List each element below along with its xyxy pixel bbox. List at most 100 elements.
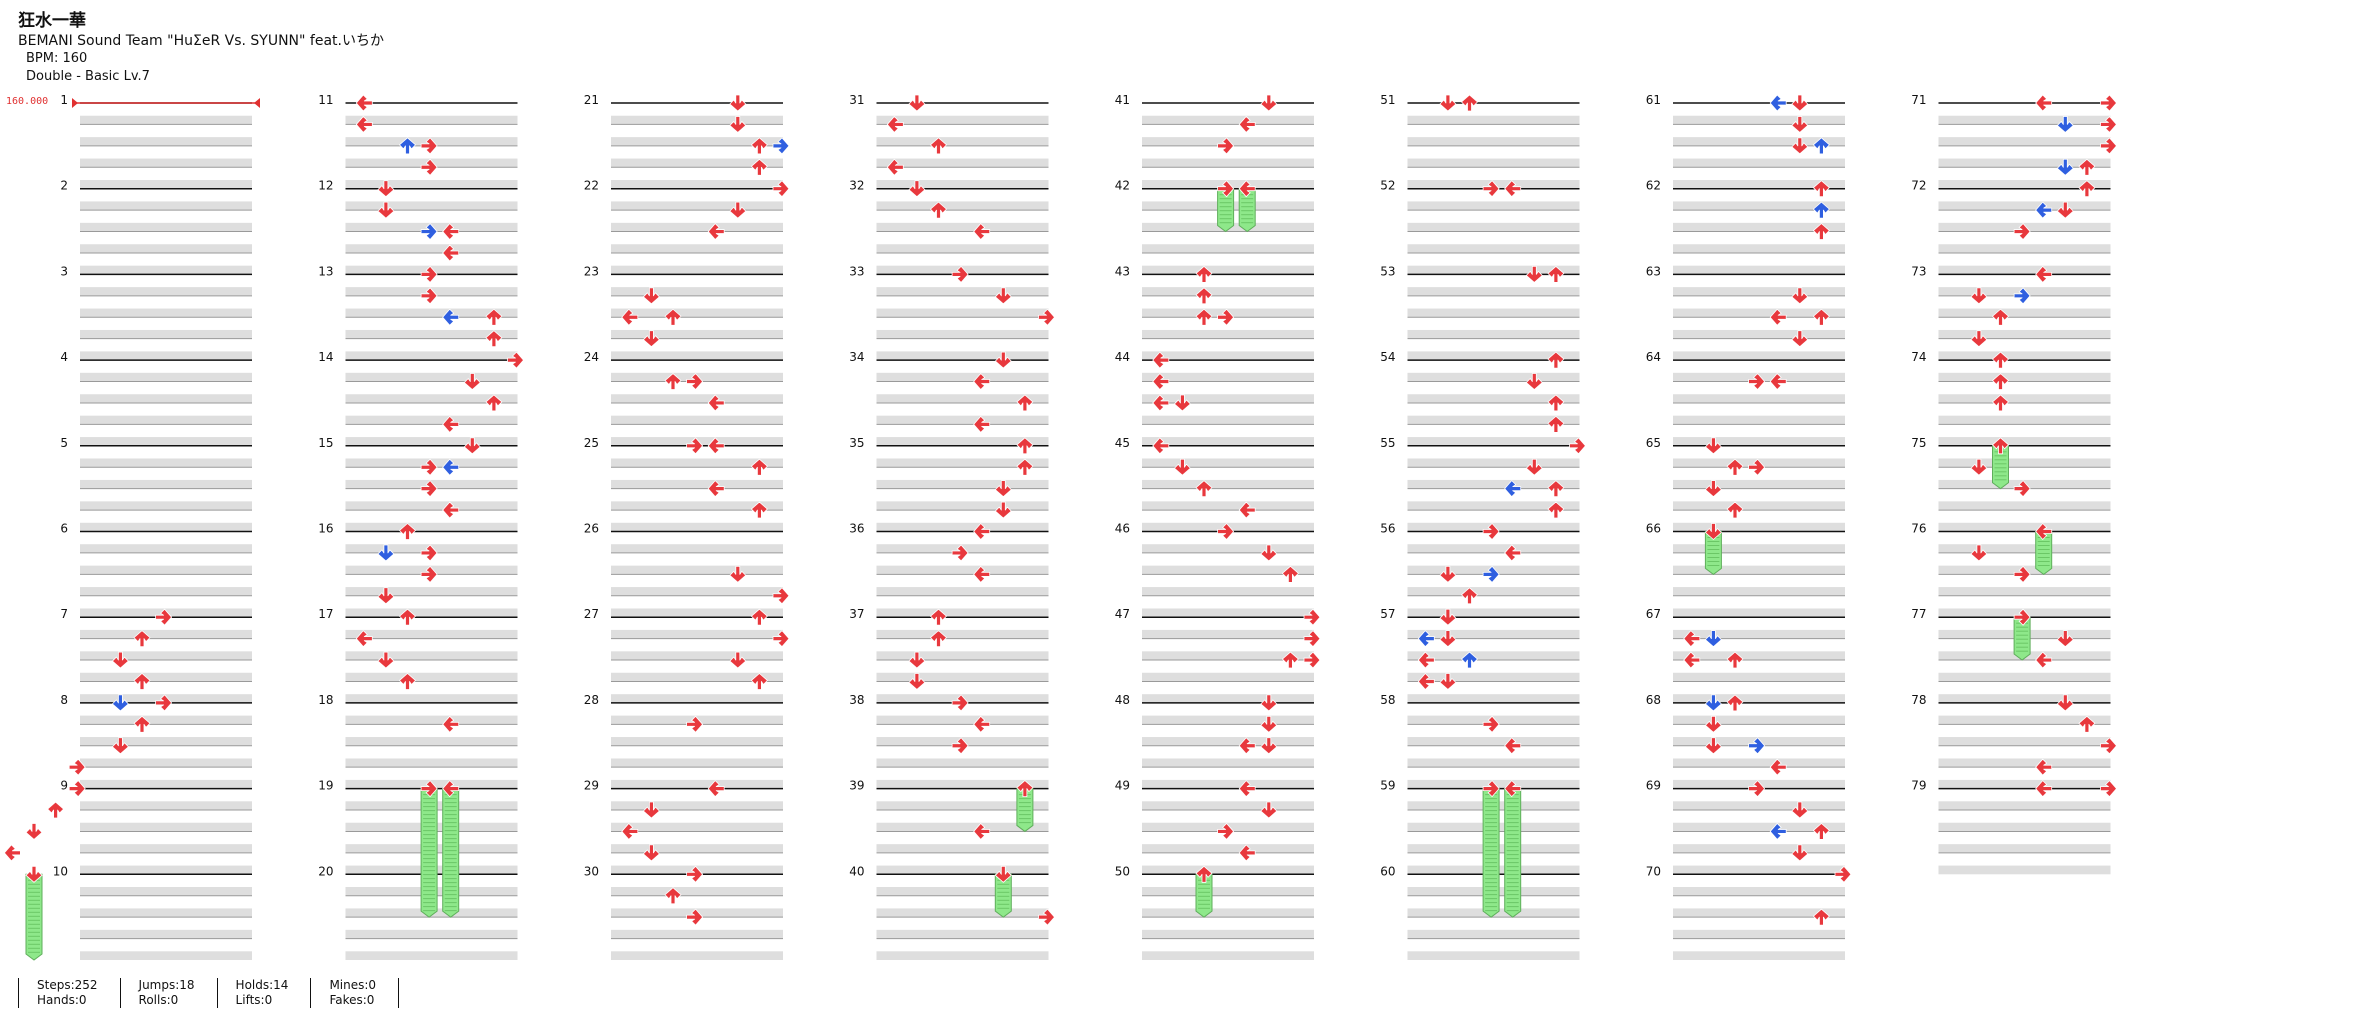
arrow-note-m47-0 [1303,608,1321,626]
arrow-note-m32-1 [930,201,947,219]
measure-number: 38 [849,693,864,707]
measure-row-band [1673,844,1845,853]
arrow-note-m47-2 [1282,651,1299,669]
song-title: 狂水一華 [18,11,86,31]
measure-row-band [1673,565,1845,575]
measure-12: 12 [318,179,518,275]
measure-row-band [611,201,783,211]
measure-row-band [80,737,252,746]
arrow-note-m52-1 [1504,180,1522,198]
measure-row-band [80,158,252,168]
measure-56: 56 [1380,522,1580,618]
arrow-shape [908,673,926,690]
arrow-shape [1238,501,1256,519]
arrow-note-m52-0 [1482,180,1500,198]
measure-row-band [80,222,252,232]
measure-row-band [1938,415,2111,425]
arrow-note-m30-0 [686,865,703,883]
arrow-note-m12-3 [442,223,460,240]
arrow-note-m72-1 [2035,201,2053,219]
measure-row-band [1407,394,1580,403]
arrow-shape [1791,330,1809,348]
measure-63: 63 [1646,264,1845,361]
measure-row-band [1673,929,1845,939]
arrow-note-m48-0 [1260,694,1278,712]
measure-row-band [1938,822,2111,832]
measure-row-band [345,501,518,511]
arrow-note-m68-0 [1705,694,1722,712]
measure-row-band [876,908,1049,918]
arrow-shape [1016,437,1034,455]
measure-row-band [80,501,252,511]
measure-66: 66 [1646,522,1845,618]
measure-row-band [611,801,783,811]
arrow-note-m23-2 [664,308,682,326]
arrow-note-m63-1 [1769,308,1787,326]
measure-36: 36 [849,522,1049,618]
measure-51: 51 [1380,93,1580,189]
measure-row-band [611,137,783,146]
arrow-shape [1195,308,1213,326]
measure-number: 28 [584,693,599,707]
measure-row-band [80,544,252,553]
arrow-note-m9-0 [68,780,86,797]
measure-row-band [611,501,783,511]
measure-number: 34 [849,350,864,364]
measure-row-band [611,844,783,853]
measure-row-band [611,544,783,553]
arrow-shape [1705,715,1722,733]
arrow-shape [442,308,460,326]
arrow-note-m12-2 [420,223,438,240]
arrow-note-m73-2 [2013,287,2031,305]
arrow-note-m46-2 [1282,565,1299,583]
arrow-shape [1038,908,1055,926]
measure-number: 21 [584,93,599,107]
measure-row-band [611,351,783,361]
arrow-note-m21-4 [751,158,768,176]
arrow-note-m16-1 [420,544,438,562]
arrow-shape [1705,737,1722,755]
arrow-note-m49-2 [1217,823,1234,840]
arrow-note-m63-0 [1791,287,1809,305]
measure-row-band [876,865,1049,875]
stat-group-steps: Steps:252 Hands:0 [18,978,120,1008]
measure-row-band [1673,244,1845,253]
measure-22: 22 [584,179,783,275]
arrow-shape [420,158,438,176]
arrow-note-m57-1 [1417,630,1435,648]
arrow-note-m27-1 [772,630,790,648]
measure-number: 75 [1911,436,1926,450]
measure-row-band [1407,651,1580,661]
arrow-note-m62-2 [1813,223,1830,240]
arrow-shape [442,223,460,240]
measure-number: 35 [849,436,864,450]
measure-48: 48 [1115,693,1314,789]
arrow-note-m29-3 [643,844,660,862]
measure-row-band [876,351,1049,361]
measure-8: 8 [60,693,252,789]
arrow-shape [1705,694,1722,712]
arrow-note-m74-0 [1992,351,2009,369]
arrow-note-m25-0 [686,437,703,455]
measure-row-band [1142,801,1314,811]
arrow-note-m41-2 [1217,137,1234,155]
measure-row-band [345,608,518,618]
arrow-shape [686,373,703,390]
measure-row-band [611,308,783,318]
arrow-shape [2035,94,2053,112]
measure-row-band [1142,415,1314,425]
measure-row-band [876,844,1049,853]
arrow-note-m27-2 [729,651,747,669]
measure-row-band [1142,458,1314,468]
arrow-shape [1992,351,2009,369]
arrow-shape [751,137,768,155]
measure-row-band [1938,715,2111,725]
arrow-note-m11-1 [355,116,373,133]
arrow-shape [2013,223,2031,240]
arrow-note-m54-0 [1547,351,1565,369]
arrow-note-m15-2 [442,458,460,476]
arrow-shape [973,523,991,540]
arrow-shape [707,480,725,498]
measure-row-band [1938,587,2111,596]
measure-78: 78 [1911,693,2111,789]
